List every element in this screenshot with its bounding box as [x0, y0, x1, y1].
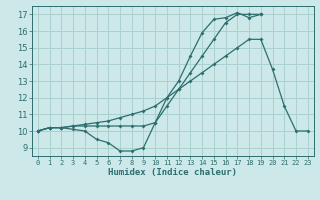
X-axis label: Humidex (Indice chaleur): Humidex (Indice chaleur) — [108, 168, 237, 177]
